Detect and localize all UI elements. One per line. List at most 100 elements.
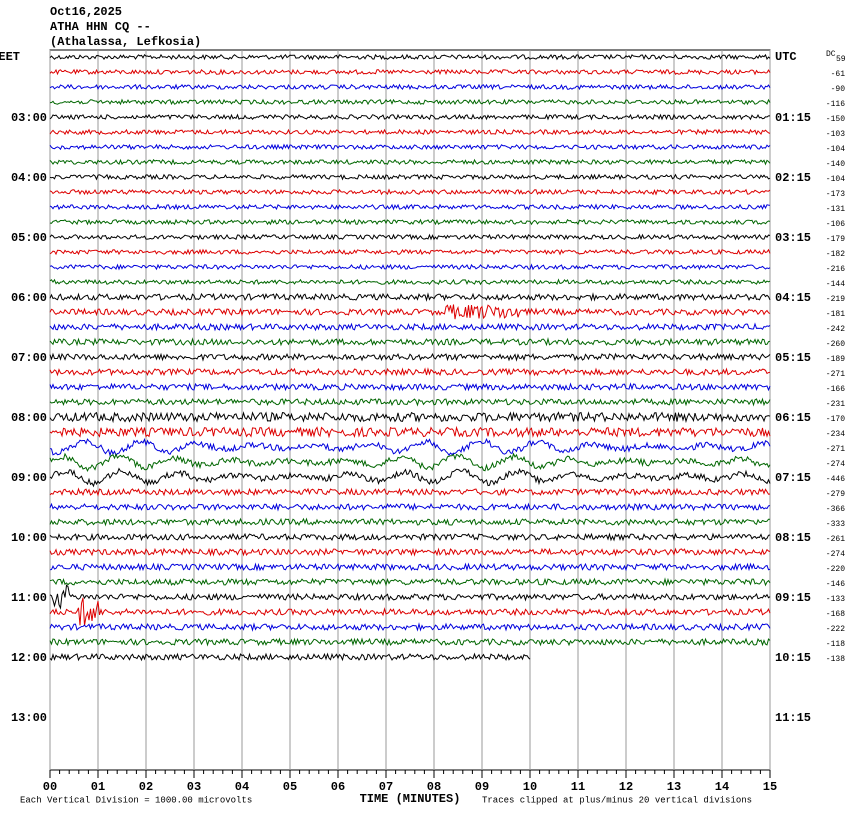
- dc-offset: -104: [826, 145, 845, 154]
- trace: [50, 175, 770, 179]
- dc-offset: -173: [826, 190, 845, 199]
- x-tick-label: 10: [523, 780, 537, 794]
- plot-frame: [50, 50, 770, 770]
- left-time-label: 13:00: [11, 711, 47, 725]
- trace: [50, 549, 770, 555]
- dc-offset: -219: [826, 295, 845, 304]
- trace: [50, 585, 770, 608]
- trace: [50, 624, 770, 630]
- x-tick-label: 13: [667, 780, 681, 794]
- dc-offset: -279: [826, 490, 845, 499]
- trace: [50, 145, 770, 149]
- x-axis-label: TIME (MINUTES): [360, 792, 461, 806]
- trace: [50, 250, 770, 254]
- trace: [50, 454, 770, 471]
- trace: [50, 564, 770, 570]
- dc-offset: -366: [826, 505, 845, 514]
- x-tick-label: 05: [283, 780, 297, 794]
- dc-offset: -166: [826, 385, 845, 394]
- dc-offset: -179: [826, 235, 845, 244]
- chart: Oct16,2025 ATHA HHN CQ -- (Athalassa, Le…: [0, 0, 850, 814]
- dc-offset: -333: [826, 520, 845, 529]
- x-tick-label: 08: [427, 780, 441, 794]
- right-time-label: 01:15: [775, 111, 811, 125]
- right-time-label: 05:15: [775, 351, 811, 365]
- trace: [50, 55, 770, 59]
- dc-offset: -271: [826, 445, 845, 454]
- trace: [50, 115, 770, 119]
- dc-offset: -131: [826, 205, 845, 214]
- dc-offset: -182: [826, 250, 845, 259]
- right-time-label: 03:15: [775, 231, 811, 245]
- x-tick-label: 03: [187, 780, 201, 794]
- right-time-label: 06:15: [775, 411, 811, 425]
- dc-offset: -234: [826, 430, 845, 439]
- trace: [50, 70, 770, 74]
- trace: [50, 369, 770, 375]
- dc-offset: -231: [826, 400, 845, 409]
- footer-right: Traces clipped at plus/minus 20 vertical…: [482, 795, 752, 805]
- trace: [50, 294, 770, 300]
- title-line: ATHA HHN CQ --: [50, 20, 151, 34]
- footer-left: Each Vertical Division = 1000.00 microvo…: [20, 795, 252, 805]
- x-tick-label: 06: [331, 780, 345, 794]
- x-tick-label: 12: [619, 780, 633, 794]
- title-line: Oct16,2025: [50, 5, 122, 19]
- trace: [50, 639, 770, 645]
- x-tick-label: 01: [91, 780, 105, 794]
- dc-offset: -170: [826, 415, 845, 424]
- dc-offset: -216: [826, 265, 845, 274]
- right-time-label: 11:15: [775, 711, 811, 725]
- right-time-label: 08:15: [775, 531, 811, 545]
- x-tick-label: 04: [235, 780, 249, 794]
- title-line: (Athalassa, Lefkosia): [50, 35, 201, 49]
- dc-offset: 59: [836, 55, 846, 64]
- dc-offset: -146: [826, 580, 845, 589]
- dc-offset: -446: [826, 475, 845, 484]
- left-time-label: 08:00: [11, 411, 47, 425]
- trace: [50, 324, 770, 330]
- dc-offset: -140: [826, 160, 845, 169]
- dc-offset: -118: [826, 640, 845, 649]
- dc-offset: -144: [826, 280, 845, 289]
- trace: [50, 190, 770, 194]
- left-time-label: 12:00: [11, 651, 47, 665]
- trace: [50, 160, 770, 164]
- right-time-label: 10:15: [775, 651, 811, 665]
- dc-offset: -168: [826, 610, 845, 619]
- trace: [50, 399, 770, 405]
- dc-offset: -61: [831, 70, 846, 79]
- trace: [50, 130, 770, 134]
- right-time-label: 02:15: [775, 171, 811, 185]
- x-tick-label: 11: [571, 780, 585, 794]
- right-time-label: UTC: [775, 50, 797, 64]
- trace: [50, 439, 770, 455]
- trace: [50, 205, 770, 209]
- dc-offset: -181: [826, 310, 845, 319]
- trace: [50, 280, 770, 284]
- dc-offset: -260: [826, 340, 845, 349]
- trace: [50, 504, 770, 510]
- dc-label: DC: [826, 50, 836, 59]
- x-tick-label: 09: [475, 780, 489, 794]
- x-tick-label: 15: [763, 780, 777, 794]
- dc-offset: -274: [826, 460, 845, 469]
- trace: [50, 265, 770, 269]
- trace: [50, 534, 770, 540]
- left-time-label: EET: [0, 50, 20, 64]
- x-tick-label: 00: [43, 780, 57, 794]
- trace: [50, 469, 770, 486]
- dc-offset: -104: [826, 175, 845, 184]
- dc-offset: -133: [826, 595, 845, 604]
- trace: [50, 489, 770, 495]
- trace: [50, 598, 770, 626]
- trace: [50, 428, 770, 437]
- x-tick-label: 02: [139, 780, 153, 794]
- trace: [50, 100, 770, 104]
- trace: [50, 220, 770, 224]
- trace: [50, 85, 770, 89]
- left-time-label: 05:00: [11, 231, 47, 245]
- trace: [50, 339, 770, 345]
- dc-offset: -274: [826, 550, 845, 559]
- right-time-label: 07:15: [775, 471, 811, 485]
